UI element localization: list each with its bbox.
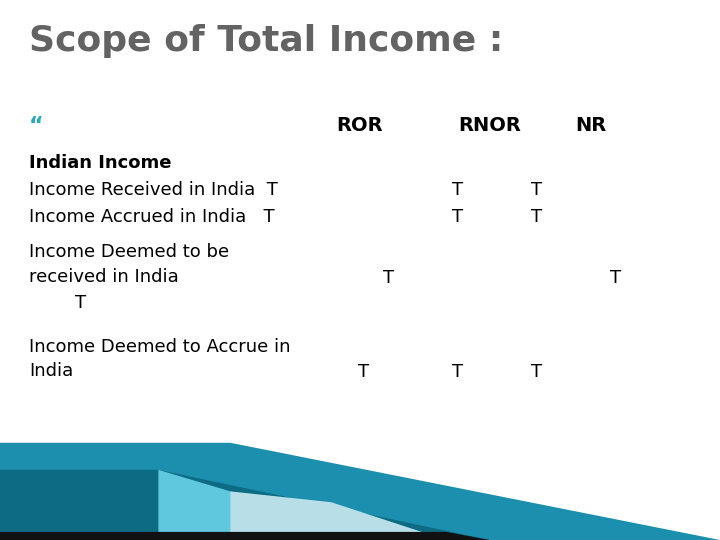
Text: T: T (531, 363, 542, 381)
Text: T: T (610, 269, 621, 287)
Text: T: T (29, 294, 86, 312)
Text: RNOR: RNOR (458, 116, 521, 135)
Text: T: T (383, 269, 395, 287)
Text: T: T (531, 208, 542, 226)
Text: Income Accrued in India   T: Income Accrued in India T (29, 208, 274, 226)
Text: T: T (451, 181, 463, 199)
Text: Scope of Total Income :: Scope of Total Income : (29, 24, 503, 58)
Text: ROR: ROR (337, 116, 383, 135)
Text: “: “ (29, 116, 43, 136)
Text: NR: NR (575, 116, 606, 135)
Polygon shape (230, 491, 446, 540)
Text: Income Received in India  T: Income Received in India T (29, 181, 278, 199)
Text: Income Deemed to be
received in India: Income Deemed to be received in India (29, 243, 229, 286)
Polygon shape (0, 443, 720, 540)
Polygon shape (0, 470, 490, 540)
Text: Income Deemed to Accrue in
India: Income Deemed to Accrue in India (29, 338, 290, 381)
Text: T: T (358, 363, 369, 381)
Text: T: T (451, 208, 463, 226)
Polygon shape (158, 470, 396, 540)
Text: Indian Income: Indian Income (29, 154, 171, 172)
Text: T: T (531, 181, 542, 199)
Text: T: T (451, 363, 463, 381)
Polygon shape (0, 532, 490, 540)
